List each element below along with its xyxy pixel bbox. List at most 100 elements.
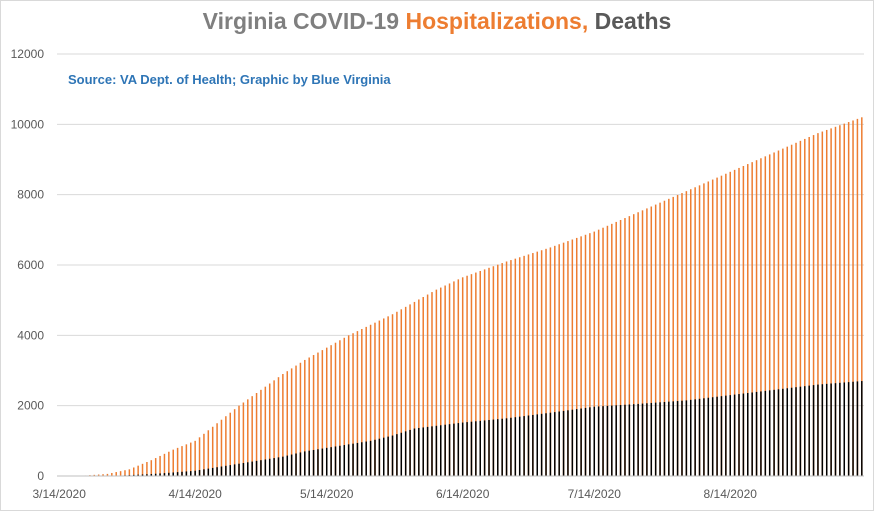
deaths-bar [742, 393, 745, 476]
deaths-bar [268, 458, 271, 476]
deaths-bar [290, 454, 293, 476]
deaths-bar [510, 417, 512, 476]
deaths-bar [216, 467, 218, 476]
deaths-bar [282, 456, 284, 476]
deaths-bar [764, 390, 767, 476]
deaths-bar [685, 400, 688, 476]
hospitalizations-bar [115, 472, 117, 476]
hospitalizations-bar [440, 287, 442, 476]
deaths-bar [799, 386, 802, 476]
hospitalizations-bar [782, 148, 784, 476]
deaths-bar [505, 418, 508, 476]
deaths-bar [690, 399, 692, 476]
hospitalizations-bar [273, 380, 275, 476]
deaths-bar [387, 436, 389, 476]
hospitalizations-bar [532, 253, 534, 476]
hospitalizations-bar [501, 263, 503, 476]
deaths-bar [790, 387, 793, 476]
deaths-series [62, 381, 863, 476]
hospitalizations-bar [277, 377, 280, 476]
hospitalizations-bar [852, 120, 854, 477]
deaths-bar [843, 382, 846, 476]
deaths-bar [247, 462, 249, 476]
hospitalizations-bar [492, 266, 495, 476]
hospitalizations-bar [733, 169, 736, 476]
hospitalizations-bar [646, 208, 648, 476]
hospitalizations-bar [321, 350, 324, 476]
deaths-bar [562, 410, 565, 476]
deaths-bar [352, 443, 354, 476]
deaths-bar [264, 459, 267, 476]
deaths-bar [220, 466, 223, 476]
deaths-bar [273, 458, 275, 476]
deaths-bar [317, 449, 319, 476]
deaths-bar [768, 390, 771, 476]
deaths-bar [663, 401, 666, 476]
hospitalizations-bar [290, 368, 293, 476]
hospitalizations-bar [378, 320, 381, 476]
hospitalizations-bar [444, 285, 446, 476]
x-tick-label: 8/14/2020 [704, 487, 758, 501]
deaths-bar [225, 465, 227, 476]
x-axis-tick-labels: 3/14/2020 4/14/2020 5/14/2020 6/14/2020 7/14… [32, 487, 757, 501]
hospitalizations-bar [624, 218, 626, 477]
hospitalizations-bar [448, 283, 451, 476]
hospitalizations-bar [575, 237, 578, 476]
hospitalizations-bar [593, 231, 596, 476]
deaths-bar [782, 388, 784, 476]
hospitalizations-bar [554, 245, 556, 476]
deaths-bar [413, 428, 416, 476]
deaths-bar [308, 450, 310, 476]
hospitalizations-bar [602, 227, 604, 476]
deaths-bar [738, 394, 740, 476]
hospitalizations-bar [619, 219, 622, 477]
deaths-bar [554, 412, 556, 476]
hospitalizations-bar [159, 455, 161, 476]
hospitalizations-bar [825, 129, 828, 476]
y-tick-label: 10000 [11, 117, 45, 131]
deaths-bar [589, 407, 591, 476]
deaths-bar [321, 448, 324, 476]
hospitalizations-bar [198, 437, 201, 476]
hospitalizations-bar [707, 181, 710, 477]
deaths-bar [606, 405, 609, 476]
deaths-bar [347, 444, 350, 476]
hospitalizations-bar [847, 122, 850, 477]
deaths-bar [540, 413, 543, 476]
hospitalizations-bar [641, 210, 644, 476]
hospitalizations-bar [128, 469, 131, 476]
hospitalizations-bar [606, 225, 609, 476]
source-note: Source: VA Dept. of Health; Graphic by B… [68, 72, 391, 87]
deaths-bar [839, 382, 841, 476]
hospitalizations-bar [190, 442, 192, 476]
deaths-bar [856, 381, 859, 476]
deaths-bar [378, 438, 381, 476]
hospitalizations-bar [383, 318, 385, 476]
deaths-bar [146, 474, 148, 476]
deaths-bar [233, 464, 236, 476]
deaths-bar [812, 385, 815, 476]
hospitalizations-bar [834, 126, 837, 477]
deaths-bar [847, 382, 850, 476]
hospitalizations-bar [843, 123, 846, 476]
deaths-bar [299, 452, 302, 476]
hospitalizations-bar [308, 357, 310, 476]
hospitalizations-bar [251, 396, 253, 476]
hospitalizations-bar [755, 160, 758, 476]
hospitalizations-bar [773, 152, 775, 476]
hospitalizations-bar [286, 371, 289, 476]
deaths-bar [676, 401, 679, 476]
deaths-bar [137, 474, 139, 476]
deaths-bar [444, 424, 446, 476]
hospitalizations-bar [387, 316, 389, 476]
deaths-bar [497, 419, 499, 476]
deaths-bar [365, 441, 367, 476]
hospitalizations-bar [312, 355, 315, 476]
deaths-bar [383, 437, 385, 476]
hospitalizations-bar [790, 144, 793, 477]
hospitalizations-bar [264, 386, 267, 476]
deaths-bar [154, 473, 157, 476]
hospitalizations-bar [839, 125, 841, 477]
deaths-bar [611, 405, 613, 476]
deaths-bar [861, 381, 863, 476]
